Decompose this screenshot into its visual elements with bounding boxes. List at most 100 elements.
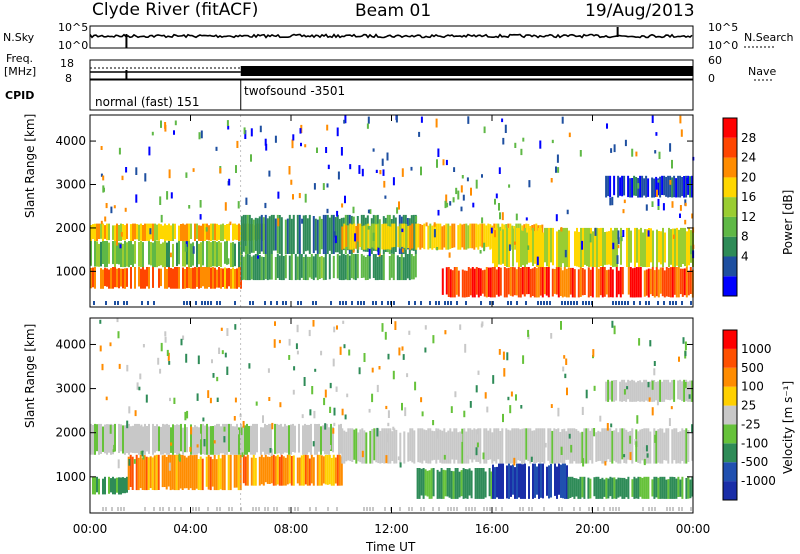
region-cell (244, 254, 247, 281)
ground-speckle (651, 507, 653, 511)
speckle (436, 431, 439, 439)
region-cell (378, 254, 381, 280)
speckle (401, 228, 404, 233)
region-cell (128, 241, 130, 268)
ground-speckle (471, 507, 473, 511)
region-cell (122, 243, 124, 268)
region-cell (677, 476, 680, 497)
speckle (457, 190, 460, 200)
region-cell (162, 242, 164, 268)
region-cell (667, 479, 670, 499)
speckle (647, 381, 650, 388)
region-cell (579, 432, 582, 464)
region-cell (484, 471, 487, 498)
speckle (690, 245, 693, 255)
speckle (515, 394, 517, 401)
speckle (581, 240, 584, 250)
region-cell (266, 254, 269, 281)
region-cell (649, 268, 652, 295)
speckle (135, 167, 138, 175)
region-cell (232, 426, 234, 455)
region-cell (324, 254, 327, 280)
speckle (224, 202, 227, 211)
speckle (420, 397, 423, 403)
region-cell (647, 381, 650, 402)
region-cell (601, 477, 604, 499)
region-cell (575, 429, 578, 464)
region-cell (322, 214, 325, 254)
ground-speckle (363, 507, 365, 511)
region-cell (223, 454, 226, 491)
colorbar-tick-label: 12 (741, 210, 756, 224)
speckle (483, 126, 486, 134)
region-cell (268, 216, 271, 254)
region-cell (611, 380, 614, 402)
ground-speckle (531, 507, 533, 511)
region-cell (318, 216, 321, 254)
region-cell (157, 454, 160, 490)
speckle (515, 213, 518, 221)
region-cell (512, 228, 514, 267)
freq-strip (89, 46, 776, 81)
region-cell (164, 241, 166, 267)
speckle (378, 253, 381, 257)
region-cell (344, 254, 347, 280)
region-cell (221, 454, 224, 491)
region-cell (184, 424, 186, 453)
region-cell (348, 255, 351, 281)
region-cell (603, 428, 606, 464)
ground-speckle (465, 507, 467, 511)
speckle (397, 456, 400, 461)
region-cell (487, 267, 490, 297)
region-cell (250, 218, 253, 253)
region-cell (152, 423, 154, 455)
region-cell (127, 456, 130, 490)
ground-speckle (429, 301, 431, 305)
region-cell (144, 269, 146, 289)
region-cell (567, 428, 570, 460)
region-cell (322, 456, 325, 484)
region-cell (140, 241, 142, 268)
region-cell (613, 477, 616, 499)
speckle (300, 142, 302, 147)
region-cell (589, 478, 592, 499)
ground-speckle (564, 301, 566, 305)
region-cell (609, 175, 612, 198)
ground-speckle (105, 301, 107, 305)
region-cell (402, 257, 405, 281)
region-cell (631, 379, 634, 402)
speckle (557, 407, 560, 417)
region-cell (645, 476, 648, 499)
speckle (333, 326, 336, 333)
region-cell (116, 223, 118, 241)
ground-speckle (198, 507, 200, 511)
region-cell (653, 428, 656, 464)
ground-speckle (588, 507, 590, 511)
region-cell (300, 254, 303, 278)
region-cell (206, 241, 208, 268)
region-cell (165, 456, 168, 490)
region-cell (513, 428, 516, 461)
region-cell (189, 454, 192, 489)
ground-speckle (510, 301, 512, 305)
region-cell (505, 428, 508, 464)
ground-speckle (297, 507, 299, 511)
region-cell (435, 428, 438, 464)
region-cell (537, 267, 540, 298)
region-cell (497, 428, 500, 460)
region-cell (355, 226, 358, 249)
region-cell (276, 214, 279, 254)
region-cell (150, 242, 152, 266)
region-cell (278, 255, 281, 280)
region-cell (114, 241, 116, 268)
region-cell (288, 425, 290, 455)
speckle (262, 415, 264, 423)
speckle (157, 357, 160, 365)
ground-speckle (507, 301, 509, 305)
speckle (169, 252, 172, 258)
speckle (643, 458, 646, 466)
colorbar-tick-label: 25 (741, 399, 756, 413)
region-cell (657, 381, 660, 402)
region-cell (326, 214, 329, 254)
